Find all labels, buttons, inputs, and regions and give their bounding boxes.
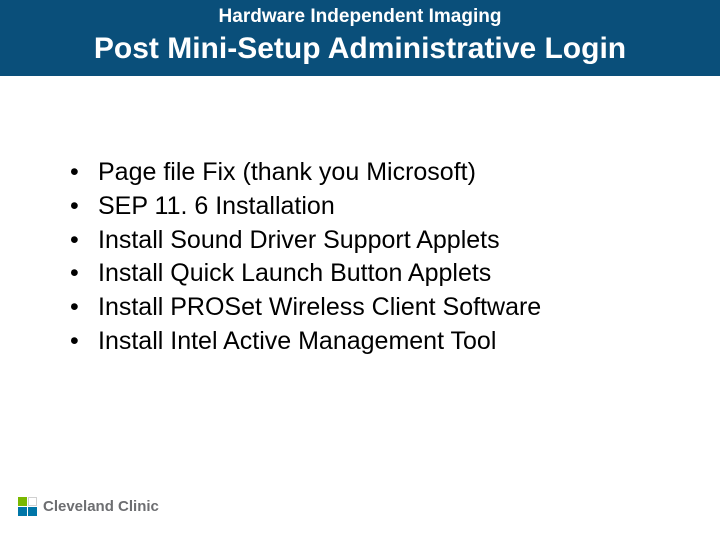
logo-square [18,507,27,516]
bullet-list: Page file Fix (thank you Microsoft) SEP … [70,156,680,359]
list-item: Page file Fix (thank you Microsoft) [70,156,680,190]
logo-square [28,507,37,516]
footer-logo: Cleveland Clinic [18,497,159,516]
slide-content: Page file Fix (thank you Microsoft) SEP … [0,76,720,359]
footer-brand-text: Cleveland Clinic [43,498,159,515]
list-item: Install Intel Active Management Tool [70,325,680,359]
logo-icon [18,497,37,516]
list-item: Install Quick Launch Button Applets [70,257,680,291]
logo-square [28,497,37,506]
slide: Hardware Independent Imaging Post Mini-S… [0,0,720,540]
logo-square [18,497,27,506]
slide-header: Hardware Independent Imaging Post Mini-S… [0,0,720,76]
header-title-bottom: Post Mini-Setup Administrative Login [0,32,720,66]
header-title-top: Hardware Independent Imaging [0,6,720,28]
list-item: Install Sound Driver Support Applets [70,224,680,258]
list-item: Install PROSet Wireless Client Software [70,291,680,325]
list-item: SEP 11. 6 Installation [70,190,680,224]
